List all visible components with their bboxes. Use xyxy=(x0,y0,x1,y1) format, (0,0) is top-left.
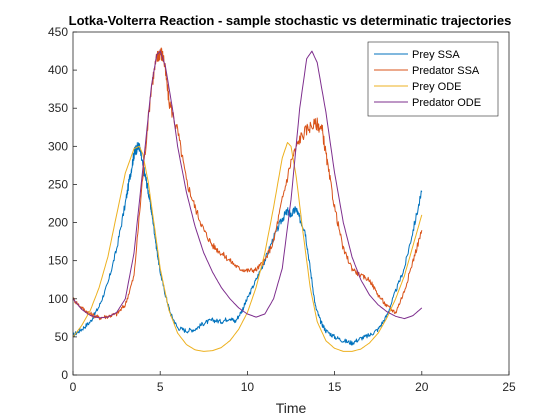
y-tick-label: 100 xyxy=(48,292,68,306)
legend: Prey SSA Predator SSA Prey ODE Predator ODE xyxy=(367,41,499,117)
x-tick-label: 15 xyxy=(328,380,342,394)
y-tick-label: 200 xyxy=(48,216,68,230)
y-tick-label: 350 xyxy=(48,101,68,115)
series-line-4 xyxy=(72,50,423,320)
y-tick-label: 0 xyxy=(61,368,68,382)
x-tick-label: 25 xyxy=(502,380,516,394)
y-axis: 0 50 100 150 200 250 300 350 400 450 xyxy=(48,25,77,382)
axes-box xyxy=(72,31,510,376)
x-axis-label: Time xyxy=(276,400,307,416)
y-tick-label: 250 xyxy=(48,177,68,191)
x-tick-label: 5 xyxy=(157,380,164,394)
y-tick-label: 50 xyxy=(55,330,69,344)
chart-title: Lotka-Volterra Reaction - sample stochas… xyxy=(69,13,512,28)
series-line-1 xyxy=(72,142,423,346)
legend-label: Prey SSA xyxy=(412,49,460,61)
x-tick-label: 20 xyxy=(415,380,429,394)
y-tick-label: 400 xyxy=(48,63,68,77)
y-tick-label: 300 xyxy=(48,139,68,153)
series-layer xyxy=(72,47,423,352)
legend-label: Predator SSA xyxy=(412,65,480,77)
legend-label: Prey ODE xyxy=(412,81,462,93)
series-line-3 xyxy=(72,142,423,352)
legend-label: Predator ODE xyxy=(412,97,481,109)
x-tick-label: 10 xyxy=(241,380,255,394)
y-tick-label: 150 xyxy=(48,254,68,268)
x-tick-label: 0 xyxy=(70,380,77,394)
x-axis: 0 5 10 15 20 25 xyxy=(70,371,516,394)
y-tick-label: 450 xyxy=(48,25,68,39)
